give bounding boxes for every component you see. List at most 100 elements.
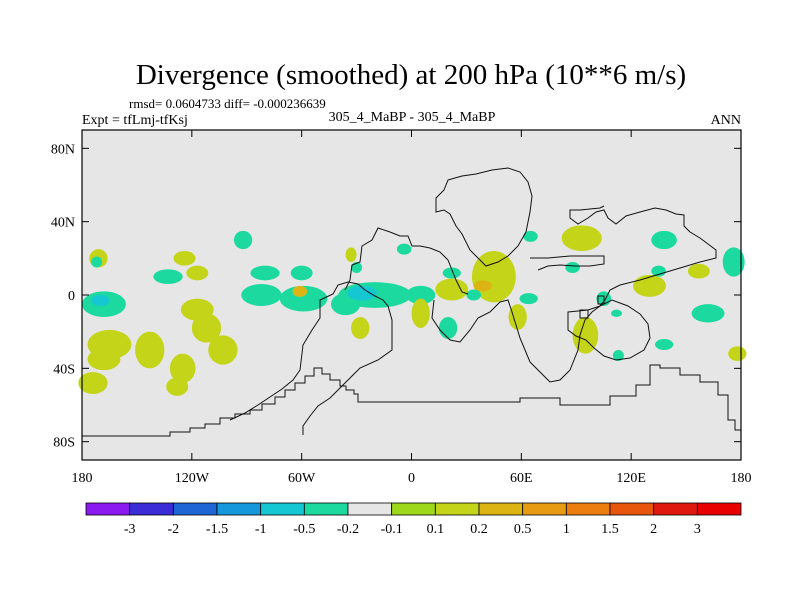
divergence-contour-region (728, 346, 747, 361)
colorbar-swatch (85, 502, 131, 516)
divergence-contour-region (651, 265, 666, 277)
australia-coastline (567, 299, 651, 361)
divergence-contour-region (241, 284, 282, 306)
x-tick-label: 120E (616, 471, 646, 486)
colorbar-label: 0.1 (427, 522, 445, 537)
y-tick-label: 40S (53, 362, 75, 377)
divergence-contour-region (611, 309, 623, 318)
colorbar: -3 -2 -1.5 -1 -0.5 -0.2 -0.1 0.1 0.2 0.5 1 1.5 2 3 (85, 502, 742, 537)
divergence-field (78, 225, 747, 396)
divergence-contour-region (411, 298, 430, 329)
colorbar-swatch (303, 502, 349, 516)
divergence-contour-region (173, 251, 196, 266)
divergence-contour-region (632, 274, 666, 297)
divergence-contour-region (91, 256, 103, 268)
divergence-contour-region (561, 225, 602, 252)
divergence-contour-region (612, 350, 624, 361)
chart-title: Divergence (smoothed) at 200 hPa (10**6 … (136, 59, 686, 91)
colorbar-label: 1.5 (601, 522, 619, 537)
colorbar-swatch (609, 502, 655, 516)
experiment-label: Expt = tfLmj-tfKsj (82, 113, 188, 128)
divergence-contour-region (396, 243, 412, 255)
divergence-contour-region (290, 265, 313, 281)
x-tick-label: 180 (72, 471, 93, 486)
colorbar-label: -3 (124, 522, 136, 537)
colorbar-swatch (434, 502, 480, 516)
divergence-contour-region (687, 263, 710, 279)
colorbar-swatch (696, 502, 742, 516)
colorbar-swatch (347, 502, 393, 516)
colorbar-swatch (565, 502, 611, 516)
divergence-contour-region (473, 280, 493, 292)
divergence-contour-region (345, 247, 357, 262)
antarctica-coastline (82, 364, 741, 437)
colorbar-label: 1 (563, 522, 570, 537)
x-tick-label: 0 (408, 471, 415, 486)
y-tick-label: 80S (53, 436, 75, 451)
colorbar-label: -0.2 (337, 522, 359, 537)
divergence-contour-region (135, 331, 165, 369)
continent-outlines (82, 167, 741, 437)
divergence-contour-region (654, 339, 674, 350)
divergence-contour-region (233, 230, 253, 250)
divergence-contour-region (250, 265, 280, 281)
divergence-contour-region (87, 348, 121, 371)
colorbar-swatch (653, 502, 698, 516)
axis-ticks: 180 120W 60W 0 60E 120E 180 80N 40N 0 40S 80S (51, 130, 752, 486)
island-coastline (579, 295, 605, 319)
y-tick-label: 0 (68, 289, 75, 304)
divergence-contour-region (186, 265, 209, 281)
divergence-contour-region (651, 230, 677, 250)
colorbar-swatch (172, 502, 218, 516)
divergence-contour-region (208, 335, 238, 365)
divergence-contour-region (91, 295, 110, 306)
divergence-contour-region (166, 377, 189, 396)
y-tick-label: 80N (51, 142, 75, 157)
divergence-contour-region (153, 269, 183, 284)
case-label: 305_4_MaBP - 305_4_MaBP (329, 110, 496, 125)
north-america-coastline (344, 227, 469, 295)
colorbar-swatch (129, 502, 174, 516)
colorbar-swatch (478, 502, 524, 516)
divergence-contour-region (523, 230, 538, 242)
colorbar-label: 0.2 (470, 522, 488, 537)
divergence-contour-region (442, 267, 461, 279)
colorbar-label: -0.5 (293, 522, 315, 537)
divergence-contour-region (279, 285, 328, 312)
greenland-coastline (435, 167, 533, 267)
divergence-contour-region (519, 293, 538, 305)
divergence-contour-region (722, 247, 745, 277)
divergence-contour-region (351, 317, 370, 339)
divergence-contour-region (438, 317, 458, 339)
x-tick-label: 120W (175, 471, 210, 486)
colorbar-label: -1 (255, 522, 267, 537)
divergence-contour-region (78, 372, 108, 394)
stats-line: rmsd= 0.0604733 diff= -0.000236639 (129, 96, 326, 111)
x-tick-label: 60W (288, 471, 316, 486)
colorbar-label: 3 (694, 522, 701, 537)
colorbar-swatch (260, 502, 305, 516)
south-america-coastline (229, 281, 393, 435)
colorbar-label: -0.1 (381, 522, 403, 537)
colorbar-label: -1.5 (206, 522, 228, 537)
x-tick-label: 180 (731, 471, 752, 486)
divergence-contour-region (435, 278, 469, 301)
colorbar-swatch (391, 502, 436, 516)
divergence-contour-region (691, 304, 725, 323)
divergence-contour-region (565, 262, 580, 273)
divergence-contour-region (169, 353, 196, 384)
divergence-contour-region (347, 285, 377, 301)
divergence-contour-region (406, 285, 436, 305)
africa-eurasia-coastline (431, 205, 717, 383)
y-tick-label: 40N (51, 216, 75, 231)
colorbar-label: 0.5 (514, 522, 532, 537)
divergence-contour-region (191, 313, 222, 343)
divergence-contour-region (466, 289, 482, 301)
colorbar-swatch (522, 502, 567, 516)
europe-coastline (530, 255, 605, 271)
colorbar-swatch (216, 502, 262, 516)
season-label: ANN (711, 113, 741, 128)
divergence-contour-region (292, 285, 308, 297)
colorbar-label: 2 (650, 522, 657, 537)
